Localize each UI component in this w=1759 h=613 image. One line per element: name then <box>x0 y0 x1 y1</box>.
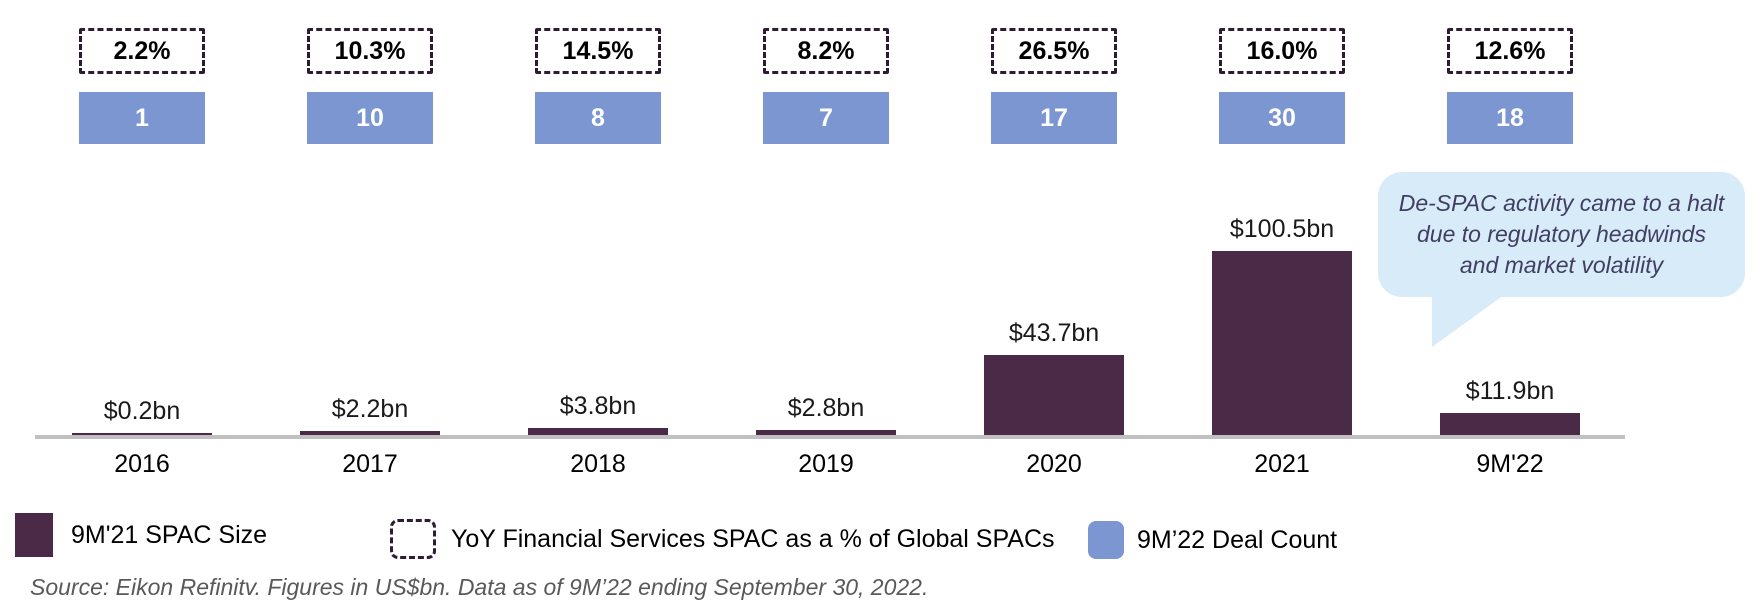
x-axis-label: 2016 <box>114 450 170 478</box>
x-axis-label: 2018 <box>570 450 626 478</box>
legend-label: YoY Financial Services SPAC as a % of Gl… <box>451 524 1055 553</box>
deal-count-box: 10 <box>307 92 433 144</box>
column-2019: 8.2% 7 $2.8bn <box>712 0 940 435</box>
legend-item-yoy-pct: YoY Financial Services SPAC as a % of Gl… <box>390 519 1055 559</box>
deal-count-box: 8 <box>535 92 661 144</box>
x-axis-label: 9M'22 <box>1476 450 1544 478</box>
spac-size-bar <box>1212 251 1352 435</box>
legend-swatch-dashed <box>390 519 436 559</box>
column-2020: 26.5% 17 $43.7bn <box>940 0 1168 435</box>
column-2021: 16.0% 30 $100.5bn <box>1168 0 1396 435</box>
spac-size-bar <box>300 431 440 435</box>
spac-size-bar <box>528 428 668 435</box>
legend-swatch-count <box>1088 521 1124 559</box>
callout-line: due to regulatory headwinds <box>1417 221 1706 247</box>
deal-count-box: 17 <box>991 92 1117 144</box>
bar-zone: $100.5bn <box>1168 144 1396 435</box>
bar-zone: $3.8bn <box>484 144 712 435</box>
yoy-pct-box: 14.5% <box>535 28 661 74</box>
yoy-pct-box: 2.2% <box>79 28 205 74</box>
bar-zone: $43.7bn <box>940 144 1168 435</box>
bar-zone: $11.9bn <box>1396 144 1624 435</box>
bar-value-label: $3.8bn <box>559 392 637 420</box>
column-9m22: 12.6% 18 $11.9bn <box>1396 0 1624 435</box>
legend-label: 9M'21 SPAC Size <box>71 520 268 549</box>
deal-count-box: 7 <box>763 92 889 144</box>
x-axis-line <box>35 435 1625 439</box>
bar-value-label: $43.7bn <box>1008 319 1100 347</box>
x-axis-label: 2017 <box>342 450 398 478</box>
bar-value-label: $100.5bn <box>1229 215 1335 243</box>
callout-bubble: De-SPAC activity came to a halt due to r… <box>1378 172 1745 347</box>
legend-label: 9M’22 Deal Count <box>1137 525 1338 554</box>
bar-zone: $2.8bn <box>712 144 940 435</box>
source-note: Source: Eikon Refinitv. Figures in US$bn… <box>30 574 929 600</box>
bar-value-label: $11.9bn <box>1465 377 1555 405</box>
x-axis-label: 2019 <box>798 450 854 478</box>
bar-value-label: $2.2bn <box>331 395 409 423</box>
legend-item-deal-count: 9M’22 Deal Count <box>1088 521 1337 559</box>
yoy-pct-box: 12.6% <box>1447 28 1573 74</box>
chart-columns: 2.2% 1 $0.2bn 10.3% 10 $2.2bn 14.5% 8 $3… <box>28 0 1624 435</box>
yoy-pct-box: 8.2% <box>763 28 889 74</box>
spac-size-bar <box>984 355 1124 435</box>
spac-size-bar <box>72 433 212 435</box>
bar-zone: $2.2bn <box>256 144 484 435</box>
deal-count-box: 1 <box>79 92 205 144</box>
column-2017: 10.3% 10 $2.2bn <box>256 0 484 435</box>
callout-line: and market volatility <box>1459 252 1664 278</box>
deal-count-box: 18 <box>1447 92 1573 144</box>
x-axis-labels: 2016 2017 2018 2019 2020 2021 9M'22 <box>28 450 1624 479</box>
bar-zone: $0.2bn <box>28 144 256 435</box>
column-2016: 2.2% 1 $0.2bn <box>28 0 256 435</box>
spac-size-bar <box>756 430 896 435</box>
yoy-pct-box: 10.3% <box>307 28 433 74</box>
x-axis-label: 2021 <box>1254 450 1310 478</box>
column-2018: 14.5% 8 $3.8bn <box>484 0 712 435</box>
x-axis-label: 2020 <box>1026 450 1082 478</box>
yoy-pct-box: 16.0% <box>1219 28 1345 74</box>
bar-value-label: $0.2bn <box>103 397 181 425</box>
callout-line: De-SPAC activity came to a halt <box>1398 190 1725 216</box>
legend-swatch-bar <box>15 513 53 557</box>
spac-size-bar <box>1440 413 1580 435</box>
legend-item-spac-size: 9M'21 SPAC Size <box>15 513 267 557</box>
bar-value-label: $2.8bn <box>787 394 865 422</box>
yoy-pct-box: 26.5% <box>991 28 1117 74</box>
deal-count-box: 30 <box>1219 92 1345 144</box>
callout-tail <box>1432 295 1504 347</box>
